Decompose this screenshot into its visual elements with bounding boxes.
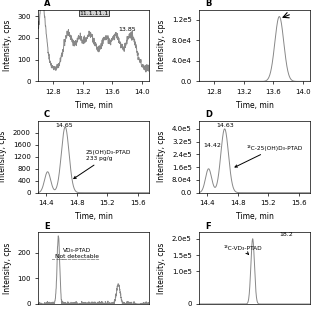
Y-axis label: Intensity, cps: Intensity, cps <box>3 20 12 71</box>
Y-axis label: Intensity, cps: Intensity, cps <box>3 243 12 294</box>
Text: 14.42: 14.42 <box>204 143 222 148</box>
Text: E: E <box>44 222 50 231</box>
Text: ¹³C-25(OH)D₃-PTAD: ¹³C-25(OH)D₃-PTAD <box>235 145 303 167</box>
Y-axis label: Intensity, cps: Intensity, cps <box>157 243 166 294</box>
Y-axis label: Intensity, cps: Intensity, cps <box>0 131 7 182</box>
Y-axis label: Intensity, cps: Intensity, cps <box>157 20 166 71</box>
X-axis label: Time, min: Time, min <box>75 100 113 109</box>
Text: 18.2: 18.2 <box>279 232 293 237</box>
Text: VD₃-PTAD
̲N̲o̲t̲ ̲d̲e̲t̲e̲c̲t̲a̲b̲l̲e̲: VD₃-PTAD ̲N̲o̲t̲ ̲d̲e̲t̲e̲c̲t̲a̲b̲l̲e̲ <box>55 248 99 259</box>
Text: C: C <box>44 110 50 119</box>
Text: 13.85: 13.85 <box>118 27 136 32</box>
Text: ¹³C-VD₃-PTAD: ¹³C-VD₃-PTAD <box>224 246 262 254</box>
X-axis label: Time, min: Time, min <box>236 100 274 109</box>
Text: A: A <box>44 0 51 8</box>
X-axis label: Time, min: Time, min <box>236 212 274 221</box>
Y-axis label: Intensity, cps: Intensity, cps <box>157 131 166 182</box>
Text: 14.65: 14.65 <box>55 123 73 128</box>
Text: D: D <box>205 110 212 119</box>
Text: F: F <box>205 222 211 231</box>
Text: B: B <box>205 0 211 8</box>
Text: 11.1.11.1: 11.1.11.1 <box>79 11 108 16</box>
X-axis label: Time, min: Time, min <box>75 212 113 221</box>
Text: 14.63: 14.63 <box>216 123 234 128</box>
Text: 25(OH)D₃-PTAD
233 pg/g: 25(OH)D₃-PTAD 233 pg/g <box>74 150 131 179</box>
